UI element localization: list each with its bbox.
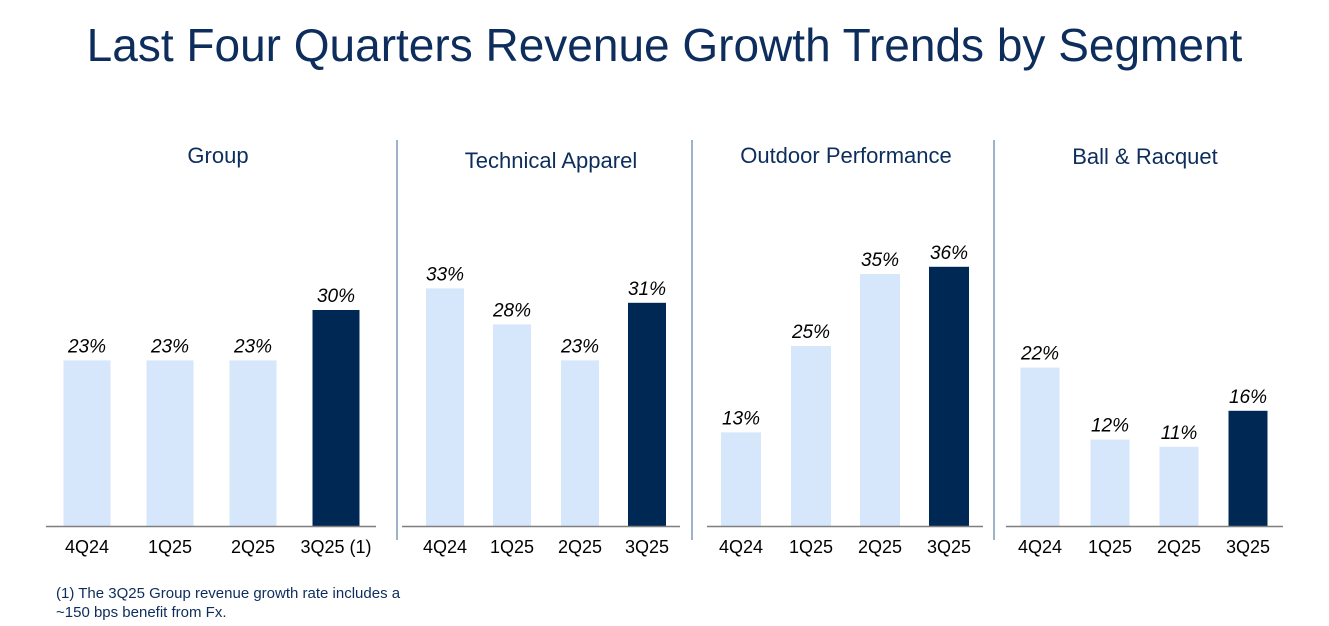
bar <box>426 288 464 526</box>
data-label: 25% <box>791 322 830 343</box>
bar <box>929 266 969 526</box>
data-label: 12% <box>1091 416 1129 437</box>
bar <box>860 274 900 526</box>
x-tick-label: 4Q24 <box>423 537 467 557</box>
bar <box>791 346 831 526</box>
data-label: 31% <box>628 279 666 300</box>
x-tick-label: 1Q25 <box>789 537 833 557</box>
x-tick-label: 2Q25 <box>558 537 602 557</box>
data-label: 23% <box>67 336 106 357</box>
x-tick-label: 4Q24 <box>1018 537 1062 557</box>
bar <box>63 360 111 526</box>
bar <box>1228 410 1268 526</box>
x-tick-label: 1Q25 <box>1088 537 1132 557</box>
chart-technical-apparel: Technical Apparel 33% 4Q24 28% 1Q25 23% 2Q25 31… <box>402 148 680 557</box>
bar <box>1159 446 1199 526</box>
data-label: 33% <box>426 264 464 285</box>
x-tick-label: 4Q24 <box>65 537 109 557</box>
x-tick-label: 2Q25 <box>1157 537 1201 557</box>
chart-title: Technical Apparel <box>465 148 637 173</box>
data-label: 23% <box>233 336 272 357</box>
page-title: Last Four Quarters Revenue Growth Trends… <box>86 19 1243 71</box>
x-tick-label: 2Q25 <box>231 537 275 557</box>
bar <box>628 302 666 526</box>
x-tick-label: 1Q25 <box>148 537 192 557</box>
data-label: 23% <box>150 336 189 357</box>
x-tick-label: 3Q25 (1) <box>300 537 371 557</box>
data-label: 11% <box>1161 423 1198 444</box>
bar <box>561 360 599 526</box>
data-label: 36% <box>930 243 968 264</box>
bar <box>493 324 531 526</box>
chart-title: Group <box>187 143 248 168</box>
data-label: 28% <box>492 300 531 321</box>
x-tick-label: 4Q24 <box>719 537 763 557</box>
bar <box>229 360 277 526</box>
bar <box>721 432 761 526</box>
x-tick-label: 3Q25 <box>1226 537 1270 557</box>
chart-title: Ball & Racquet <box>1072 144 1218 169</box>
bar <box>1020 367 1060 526</box>
bar <box>146 360 194 526</box>
bar <box>1090 439 1130 526</box>
footnote: (1) The 3Q25 Group revenue growth rate i… <box>56 585 401 621</box>
data-label: 16% <box>1229 387 1267 408</box>
x-tick-label: 2Q25 <box>858 537 902 557</box>
x-tick-label: 1Q25 <box>490 537 534 557</box>
chart-title: Outdoor Performance <box>740 143 952 168</box>
data-label: 35% <box>861 250 899 271</box>
data-label: 23% <box>560 336 599 357</box>
chart-group: Group 23% 4Q24 23% 1Q25 23% 2Q25 30% 3Q25 (1) <box>46 143 376 557</box>
chart-outdoor-performance: Outdoor Performance 13% 4Q24 25% 1Q25 35% 2Q25… <box>707 143 983 557</box>
x-tick-label: 3Q25 <box>625 537 669 557</box>
x-tick-label: 3Q25 <box>927 537 971 557</box>
data-label: 13% <box>722 408 760 429</box>
chart-ball-racquet: Ball & Racquet 22% 4Q24 12% 1Q25 11% 2Q25 16% 3Q… <box>1006 144 1283 557</box>
data-label: 22% <box>1020 344 1059 365</box>
bar <box>312 310 360 526</box>
data-label: 30% <box>317 286 355 307</box>
